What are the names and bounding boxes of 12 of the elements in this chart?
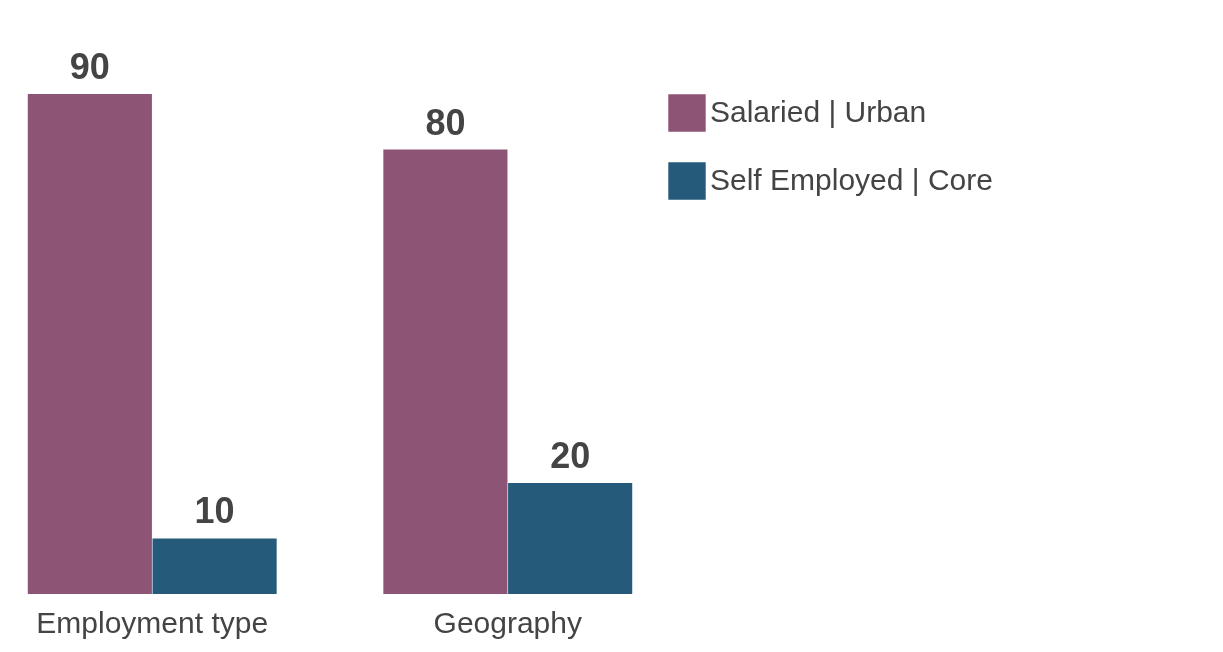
bar [152, 538, 277, 594]
data-label: 10 [194, 490, 235, 532]
bar [508, 482, 633, 594]
x-tick-label: Employment type [36, 605, 269, 639]
data-label: 90 [69, 46, 110, 87]
legend-label: Self Employed | Core [710, 163, 993, 196]
data-label: 80 [425, 101, 466, 143]
bar [27, 94, 152, 594]
bar [383, 149, 508, 594]
legend-label: Salaried | Urban [710, 95, 927, 128]
x-tick-label: Geography [433, 605, 582, 639]
data-label: 20 [550, 434, 591, 476]
